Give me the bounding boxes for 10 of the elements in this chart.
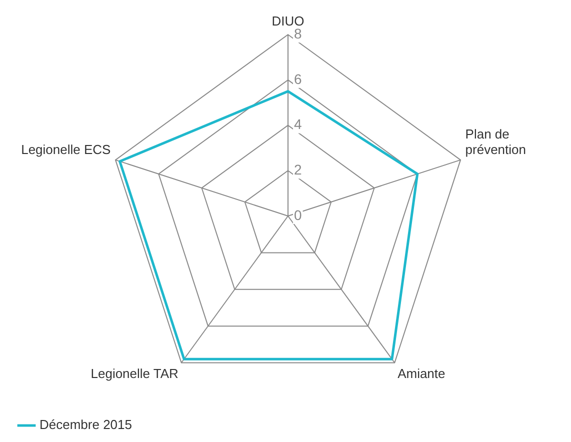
y-tick-label: 0: [294, 206, 302, 223]
y-tick-label: 6: [294, 70, 302, 87]
y-tick-label: 4: [294, 116, 302, 132]
spoke-label: Legionelle TAR: [90, 366, 178, 382]
y-tick-label: 2: [294, 162, 302, 178]
legend-label: Décembre 2015: [40, 417, 132, 432]
spoke-label: Plan de prévention: [465, 126, 526, 158]
spoke-label: Legionelle ECS: [21, 142, 112, 158]
spoke-label: Amiante: [398, 366, 446, 382]
y-tick-label: 8: [294, 25, 302, 42]
